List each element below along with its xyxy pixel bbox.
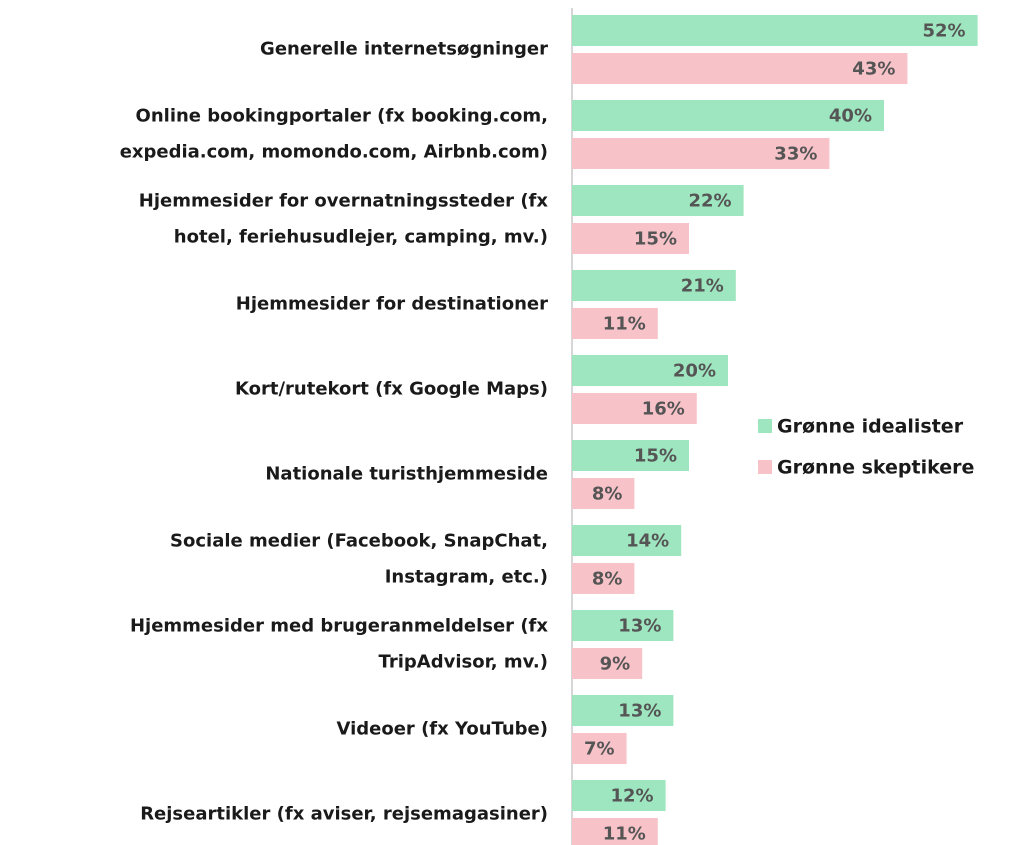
bar (572, 270, 736, 301)
value-label: 12% (611, 786, 654, 807)
value-label: 8% (592, 484, 623, 505)
value-label: 9% (600, 654, 631, 675)
value-label: 20% (673, 361, 716, 382)
category-label: Videoer (fx YouTube) (336, 719, 548, 740)
bar (572, 138, 830, 169)
bar (572, 780, 666, 811)
value-label: 43% (852, 59, 895, 80)
legend-swatch (758, 460, 772, 474)
category-label: Online bookingportaler (fx booking.com, e… (120, 106, 548, 163)
bar (572, 355, 728, 386)
bar (572, 563, 635, 594)
value-label: 11% (603, 824, 646, 845)
bar (572, 525, 682, 556)
bar (572, 393, 697, 424)
value-label: 16% (642, 399, 685, 420)
value-label: 8% (592, 569, 623, 590)
value-label: 14% (626, 531, 669, 552)
value-label: 52% (923, 21, 966, 42)
value-label: 13% (618, 701, 661, 722)
category-label: Nationale turisthjemmeside (265, 464, 548, 485)
value-label: 40% (829, 106, 872, 127)
bar (572, 440, 689, 471)
bar (572, 478, 635, 509)
value-label: 15% (634, 446, 677, 467)
bar (572, 308, 658, 339)
value-label: 15% (634, 229, 677, 250)
bar (572, 53, 908, 84)
value-label: 11% (603, 314, 646, 335)
category-label: Hjemmesider med brugeranmeldelser (fx Tri… (130, 616, 548, 673)
value-label: 22% (689, 191, 732, 212)
value-label: 13% (618, 616, 661, 637)
legend-label: Grønne skeptikere (777, 457, 974, 479)
category-label: Kort/rutekort (fx Google Maps) (235, 379, 548, 400)
bar (572, 733, 627, 764)
category-label: Hjemmesider for destinationer (236, 294, 548, 315)
bar (572, 223, 689, 254)
category-label: Generelle internetsøgninger (260, 39, 548, 60)
bar (572, 695, 674, 726)
value-label: 7% (584, 739, 615, 760)
category-label: Rejseartikler (fx aviser, rejsemagasiner… (140, 804, 548, 825)
bar (572, 818, 658, 845)
bar (572, 648, 643, 679)
category-label: Hjemmesider for overnatningssteder (fx ho… (139, 191, 549, 248)
category-label: Sociale medier (Facebook, SnapChat, Insta… (170, 531, 548, 588)
value-label: 21% (681, 276, 724, 297)
legend-label: Grønne idealister (777, 416, 964, 438)
bar (572, 610, 674, 641)
bar (572, 15, 978, 46)
legend-swatch (758, 419, 772, 433)
bar (572, 100, 884, 131)
bar (572, 185, 744, 216)
value-label: 33% (774, 144, 817, 165)
